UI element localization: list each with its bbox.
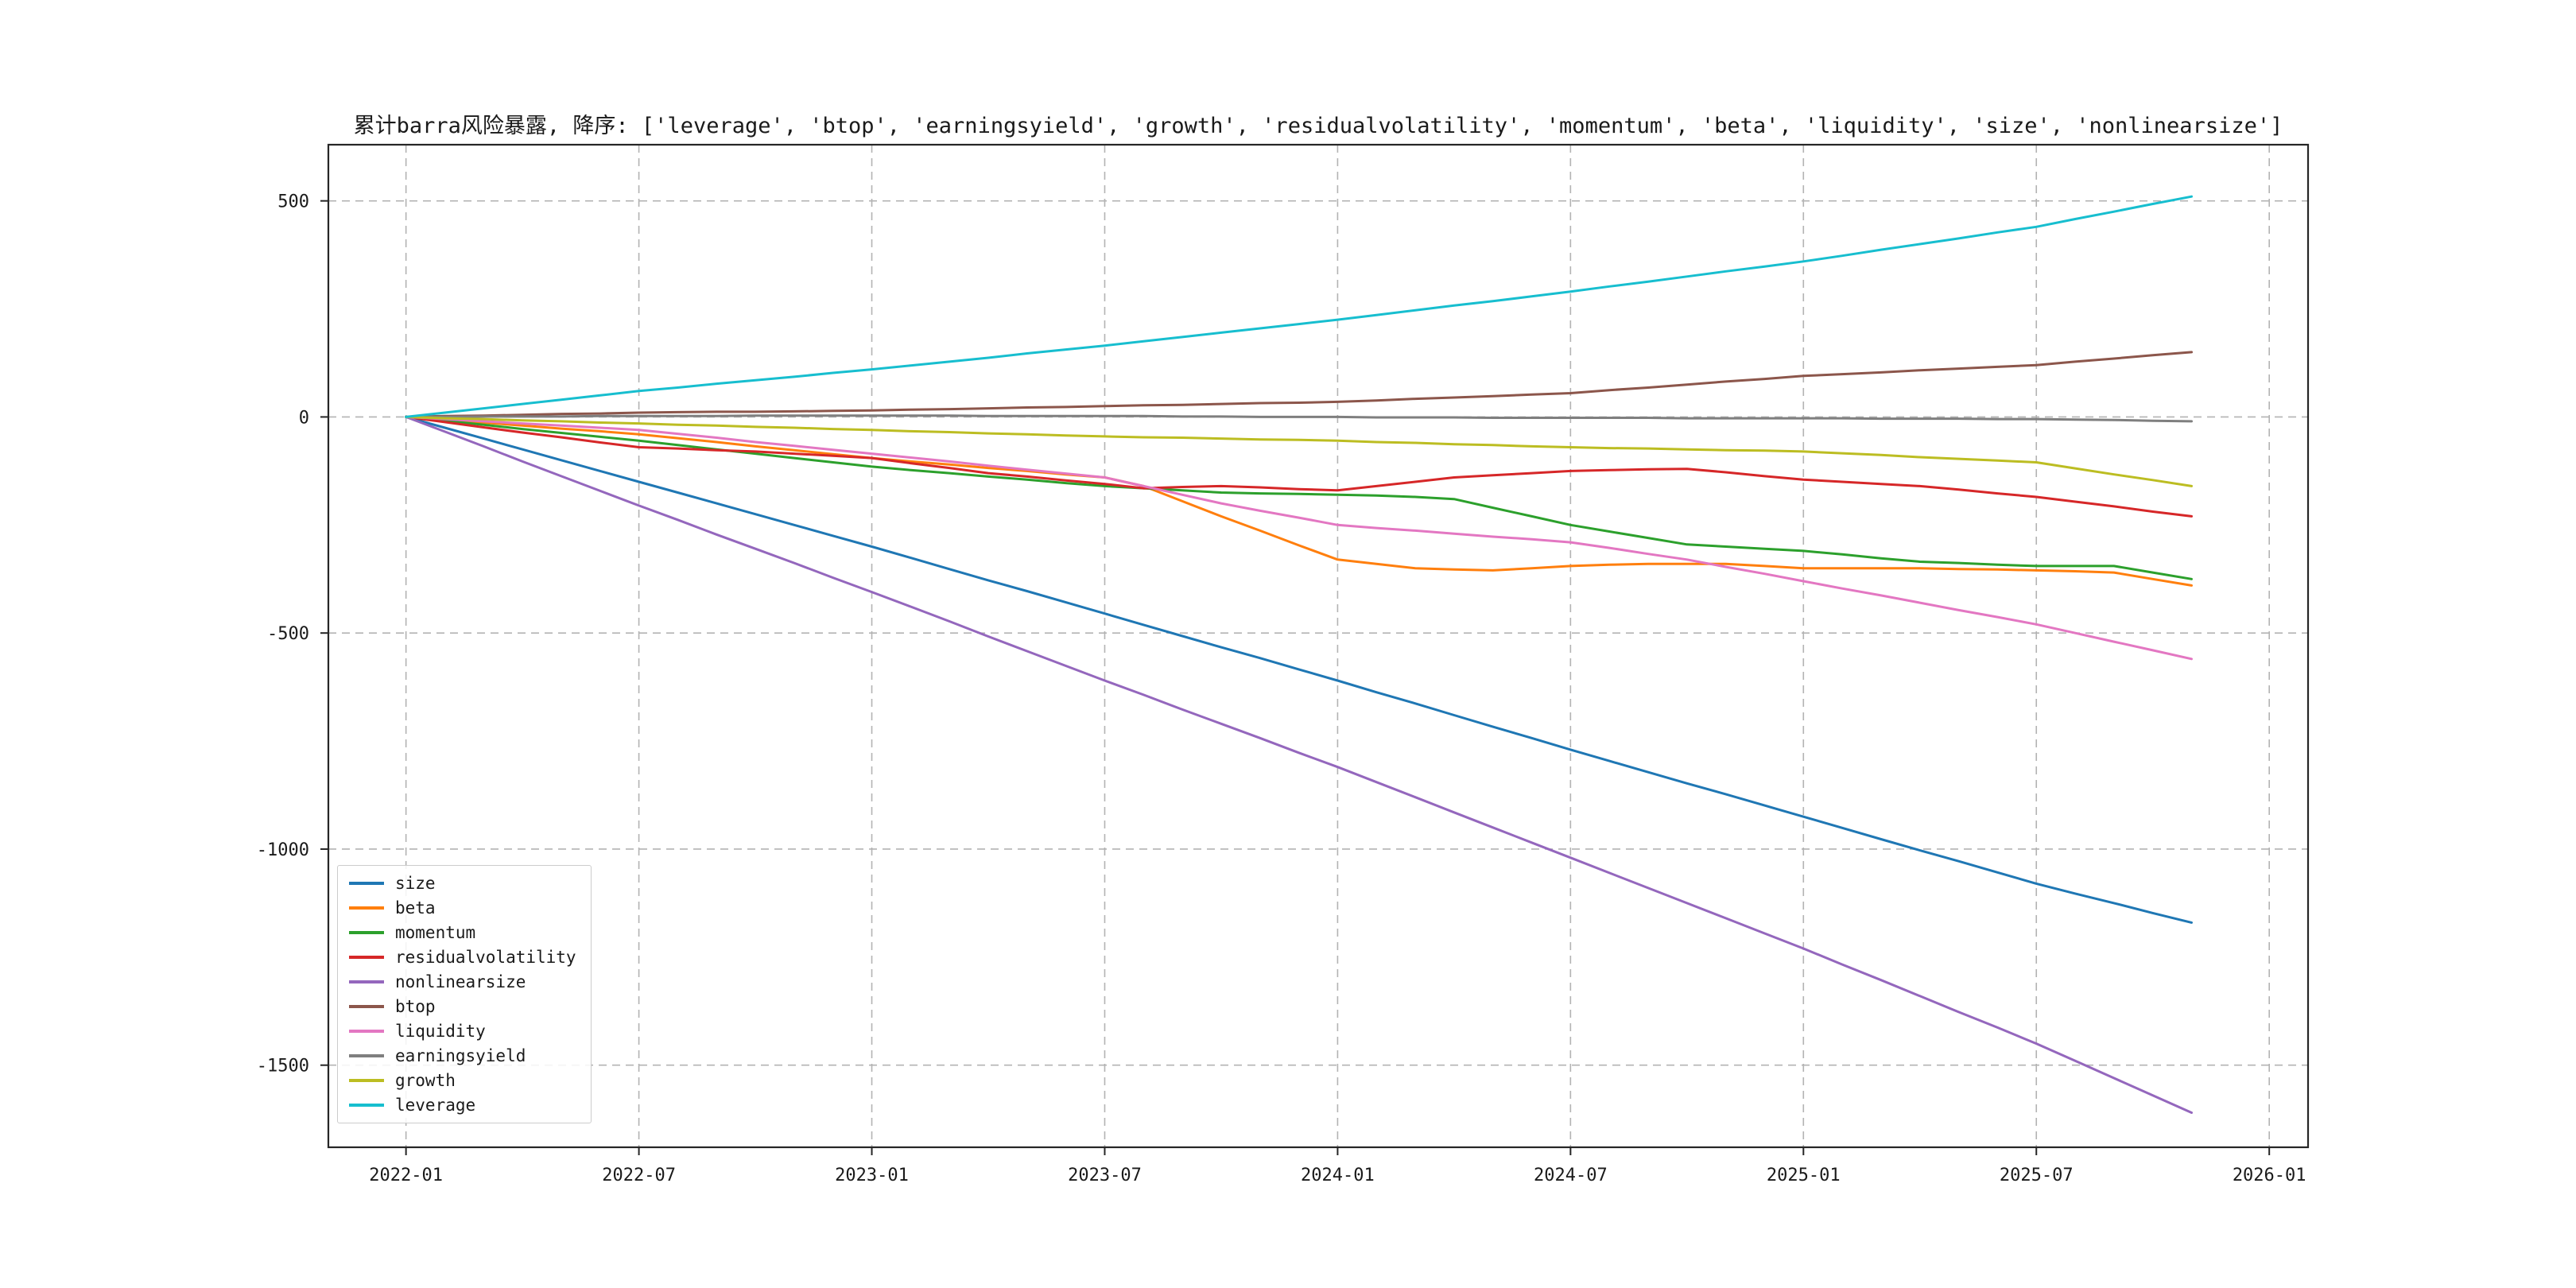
legend-swatch-momentum <box>349 931 384 934</box>
y-tick-label: 500 <box>277 192 309 212</box>
legend-swatch-btop <box>349 1005 384 1008</box>
chart-title: 累计barra风险暴露, 降序: ['leverage', 'btop', 'e… <box>353 114 2283 138</box>
legend-label: momentum <box>395 923 476 942</box>
series-line-nonlinearsize <box>405 415 2193 1114</box>
series-line-earningsyield <box>405 414 2193 423</box>
series-line-momentum <box>405 415 2193 580</box>
legend-item-liquidity: liquidity <box>349 1022 576 1041</box>
legend-item-earningsyield: earningsyield <box>349 1046 576 1065</box>
x-tick-label: 2024-01 <box>1301 1166 1375 1185</box>
legend-swatch-residualvolatility <box>349 956 384 959</box>
series-line-btop <box>405 351 2193 418</box>
legend-label: beta <box>395 898 436 918</box>
legend-item-nonlinearsize: nonlinearsize <box>349 972 576 991</box>
legend-item-size: size <box>349 874 576 893</box>
legend-swatch-nonlinearsize <box>349 980 384 983</box>
legend-label: leverage <box>395 1096 476 1115</box>
series-line-size <box>405 415 2193 924</box>
legend-label: earningsyield <box>395 1046 526 1065</box>
legend: size beta momentum residualvolatility nonlin… <box>337 865 592 1123</box>
x-tick-label: 2022-01 <box>369 1166 443 1185</box>
legend-swatch-earningsyield <box>349 1054 384 1057</box>
x-tick-label: 2023-01 <box>835 1166 909 1185</box>
x-tick-label: 2024-07 <box>1534 1166 1608 1185</box>
x-tick-label: 2022-07 <box>602 1166 676 1185</box>
x-tick-label: 2026-01 <box>2233 1166 2306 1185</box>
y-tick-label: -1000 <box>257 840 309 860</box>
series-line-residualvolatility <box>405 415 2193 518</box>
legend-item-growth: growth <box>349 1071 576 1090</box>
legend-label: residualvolatility <box>395 948 576 967</box>
legend-label: liquidity <box>395 1022 486 1041</box>
legend-item-residualvolatility: residualvolatility <box>349 948 576 967</box>
y-tick-label: -1500 <box>257 1057 309 1077</box>
legend-item-beta: beta <box>349 898 576 918</box>
series-line-leverage <box>405 195 2193 418</box>
legend-item-leverage: leverage <box>349 1096 576 1115</box>
legend-label: nonlinearsize <box>395 972 526 991</box>
axes-frame <box>327 143 2310 1149</box>
legend-item-btop: btop <box>349 997 576 1016</box>
legend-label: size <box>395 874 436 893</box>
legend-item-momentum: momentum <box>349 923 576 942</box>
legend-label: btop <box>395 997 436 1016</box>
x-tick-label: 2025-01 <box>1767 1166 1841 1185</box>
legend-swatch-growth <box>349 1079 384 1082</box>
legend-swatch-size <box>349 882 384 885</box>
legend-swatch-liquidity <box>349 1030 384 1033</box>
legend-swatch-beta <box>349 906 384 910</box>
x-tick-label: 2023-07 <box>1068 1166 1142 1185</box>
y-tick-label: 0 <box>299 408 309 428</box>
legend-swatch-leverage <box>349 1104 384 1107</box>
series-line-growth <box>405 415 2193 487</box>
series-line-beta <box>405 415 2193 587</box>
y-tick-label: -500 <box>267 624 309 644</box>
x-tick-label: 2025-07 <box>2000 1166 2074 1185</box>
series-line-liquidity <box>405 415 2193 661</box>
legend-label: growth <box>395 1071 456 1090</box>
